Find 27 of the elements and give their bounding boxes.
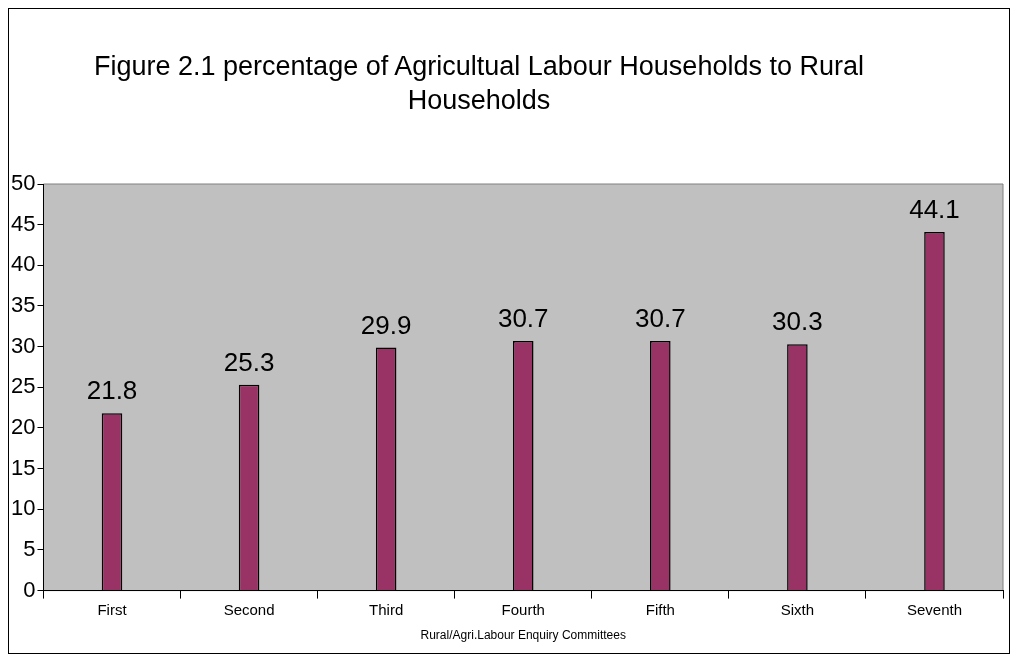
data-label: 30.3: [772, 306, 823, 337]
y-tick-label: 20: [10, 414, 36, 440]
y-tick-label: 50: [10, 170, 36, 196]
data-label: 30.7: [635, 303, 686, 334]
y-tick-label: 10: [10, 495, 36, 521]
x-tick-label: Sixth: [780, 600, 815, 618]
data-label: 25.3: [223, 347, 275, 378]
x-tick-label: Fourth: [501, 600, 545, 618]
x-tick-label: Third: [369, 600, 404, 618]
y-tick-label: 15: [10, 454, 36, 480]
x-tick-label: Second: [223, 600, 275, 618]
data-label: 30.7: [497, 303, 549, 334]
y-tick-label: 30: [10, 332, 36, 358]
y-tick-label: 0: [23, 576, 36, 602]
y-tick-label: 5: [23, 536, 36, 561]
x-tick-label: First: [97, 600, 128, 618]
y-tick-label: 45: [10, 210, 36, 236]
x-tick-label: Fifth: [645, 600, 675, 618]
y-tick-label: 25: [10, 373, 36, 399]
y-tick-label: 40: [10, 251, 36, 277]
data-label: 21.8: [86, 375, 138, 406]
x-axis-title: Rural/Agri.Labour Enquiry Committees: [420, 628, 626, 643]
data-label: 29.9: [360, 309, 412, 340]
y-tick-label: 35: [10, 292, 36, 318]
data-label: 44.1: [909, 194, 960, 225]
chart-title: Figure 2.1 percentage of Agricultual Labour Households to Rural Households: [93, 50, 865, 117]
x-tick-label: Seventh: [906, 600, 962, 618]
